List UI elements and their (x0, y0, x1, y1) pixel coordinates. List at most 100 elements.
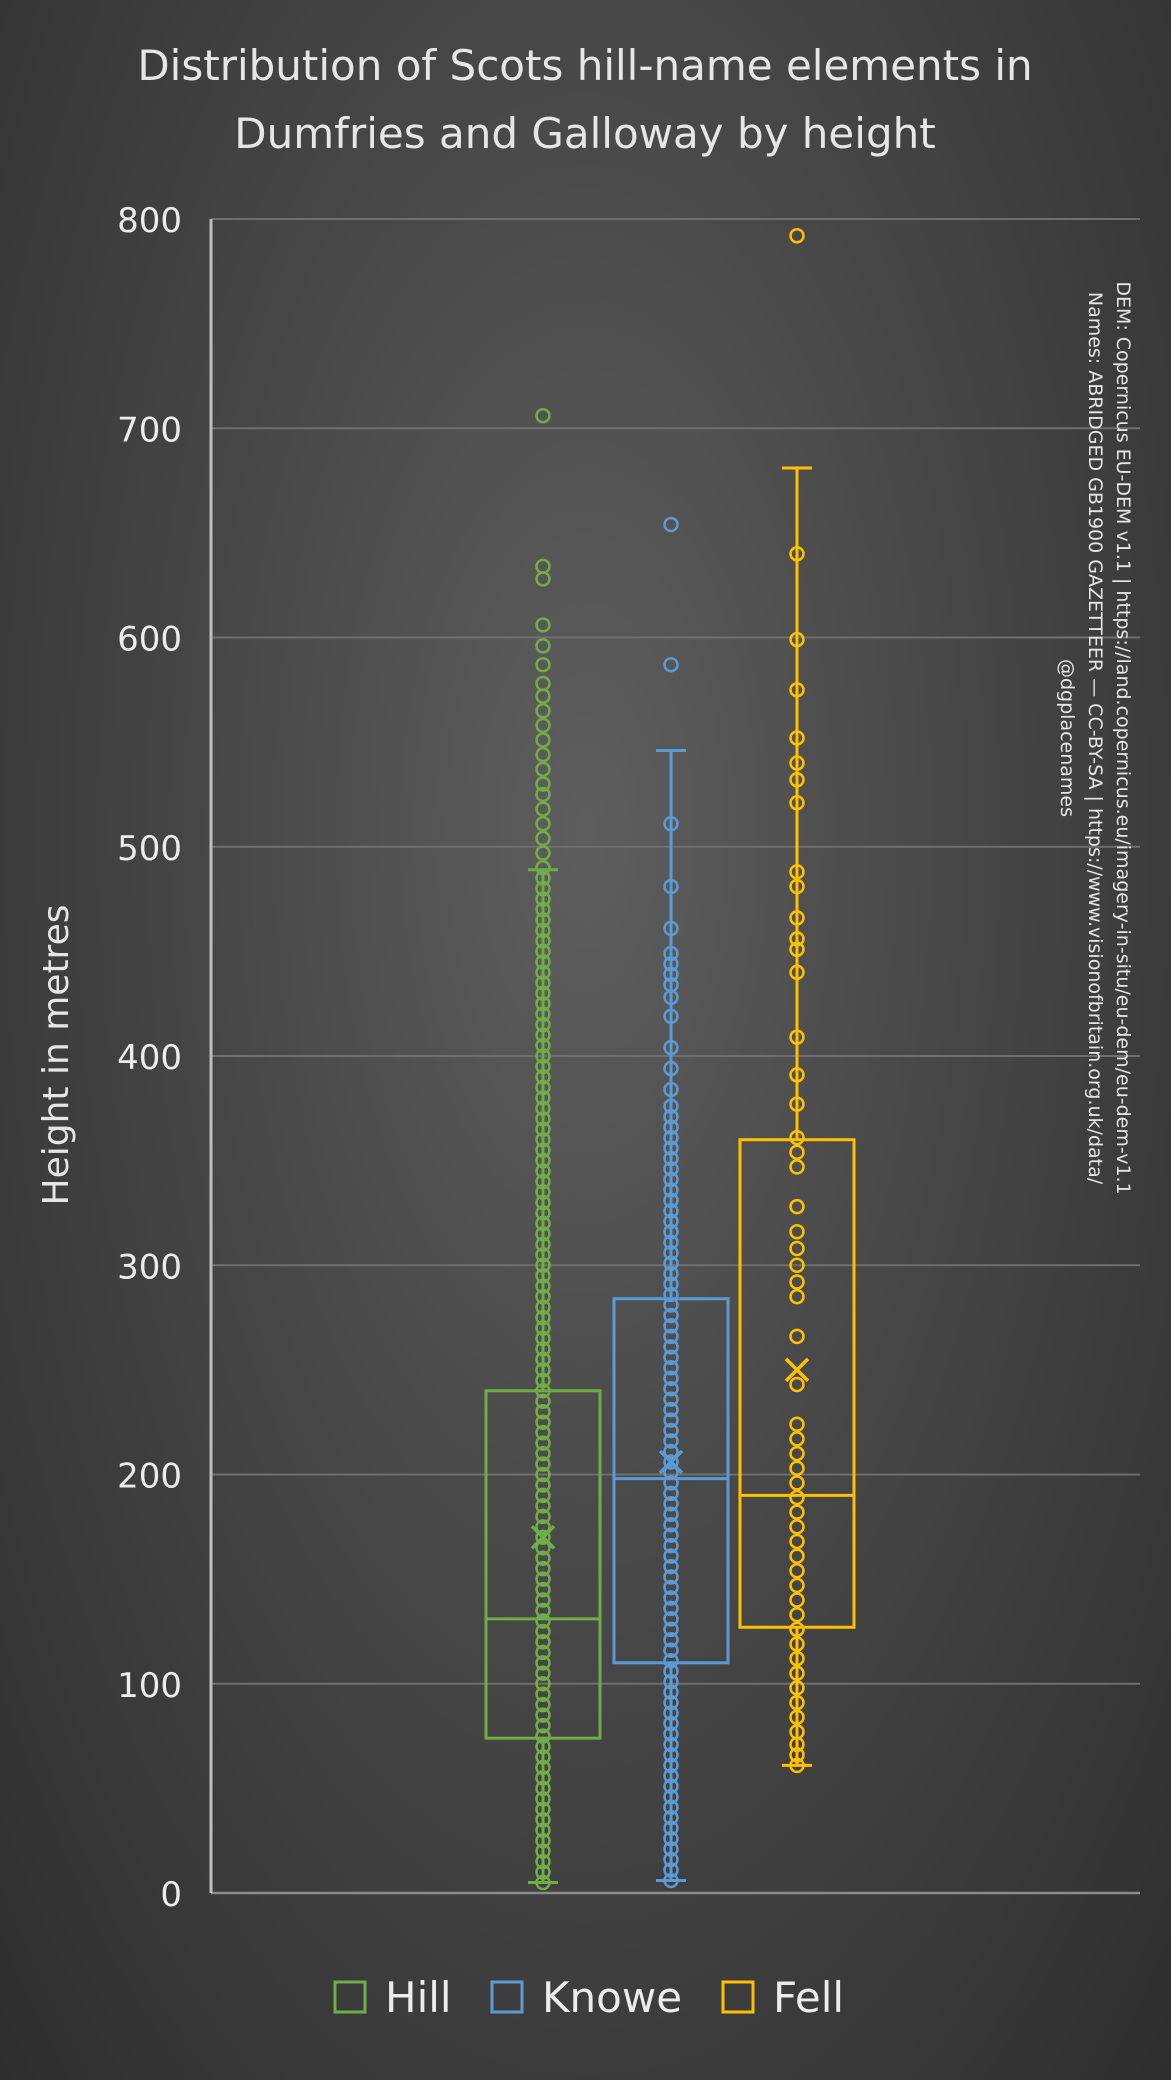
data-point (535, 1581, 551, 1598)
data-point (663, 1008, 679, 1024)
data-point (663, 1081, 679, 1098)
data-point (789, 1431, 805, 1447)
data-point (663, 1412, 679, 1428)
data-point (663, 1391, 679, 1407)
data-point (789, 546, 805, 562)
data-point (663, 1443, 679, 1460)
data-point (663, 1360, 679, 1376)
data-point (789, 1274, 805, 1290)
data-point (663, 1516, 679, 1533)
data-point (535, 1717, 551, 1734)
data-point (663, 1307, 679, 1324)
data-point (535, 1466, 551, 1483)
data-point (535, 964, 551, 981)
data-point (535, 1812, 551, 1828)
data-point (535, 761, 551, 778)
data-point (535, 1634, 551, 1650)
data-point (789, 1376, 805, 1393)
data-point (663, 1475, 679, 1491)
data-point (789, 1665, 805, 1682)
data-point (663, 1255, 679, 1271)
mean-marker (530, 1525, 556, 1550)
data-point (535, 717, 551, 734)
data-point (663, 1872, 679, 1889)
data-point (789, 1694, 805, 1711)
data-point (535, 1487, 551, 1504)
data-point (535, 1832, 551, 1849)
data-point (789, 1747, 805, 1763)
data-point (535, 638, 551, 654)
data-point (789, 1489, 805, 1506)
data-point (663, 1600, 679, 1617)
data-point (535, 1173, 551, 1190)
data-point (789, 1709, 805, 1725)
data-point (663, 1485, 679, 1502)
y-tick-label: 800 (117, 201, 182, 241)
box-iqr (484, 1389, 602, 1740)
data-point (663, 1422, 679, 1439)
data-point (789, 1129, 805, 1146)
data-point (789, 1504, 805, 1520)
data-point (535, 1655, 551, 1671)
data-point (789, 864, 805, 880)
data-point (789, 1224, 805, 1240)
data-point (663, 1684, 679, 1700)
data-point (663, 1820, 679, 1836)
data-point (789, 1416, 805, 1433)
data-point (663, 1192, 679, 1209)
data-point (789, 772, 805, 788)
data-point (535, 1644, 551, 1661)
data-point (535, 1393, 551, 1410)
data-point (789, 755, 805, 771)
data-point (663, 1705, 679, 1721)
data-point (535, 1770, 551, 1786)
data-point (789, 941, 805, 958)
data-point (663, 1433, 679, 1449)
data-point (663, 1642, 679, 1659)
box-iqr (738, 1138, 856, 1629)
data-point (663, 945, 679, 962)
data-point (535, 1267, 551, 1284)
data-point (663, 1454, 679, 1470)
data-point (535, 1424, 551, 1441)
data-point (535, 1121, 551, 1137)
data-point (789, 1029, 805, 1045)
data-point (535, 675, 551, 692)
data-point (535, 815, 551, 832)
data-point (663, 1098, 679, 1114)
data-point (789, 1621, 805, 1638)
data-point (535, 1759, 551, 1776)
data-point (535, 688, 551, 704)
data-point (535, 1152, 551, 1169)
data-point (535, 1435, 551, 1451)
data-point (535, 1843, 551, 1859)
data-point (535, 1477, 551, 1493)
legend-item-fell: Fell (721, 1973, 844, 2022)
data-point (789, 1757, 805, 1774)
data-point (535, 617, 551, 633)
data-point (789, 1460, 805, 1476)
data-point (535, 1539, 551, 1556)
data-point (663, 1715, 679, 1732)
chart-title-line-1: Distribution of Scots hill-name elements… (137, 41, 1032, 90)
data-point (535, 1330, 551, 1347)
data-point (789, 1288, 805, 1305)
data-point (789, 1096, 805, 1112)
data-point (535, 933, 551, 949)
source-line-handle: @dgplacenames (1056, 659, 1078, 817)
data-point (789, 1636, 805, 1652)
data-point (535, 1194, 551, 1211)
data-point (663, 656, 679, 673)
data-point (789, 1592, 805, 1608)
data-point (789, 1606, 805, 1623)
data-point (663, 1318, 679, 1334)
data-point (663, 1276, 679, 1292)
data-point (663, 1161, 679, 1177)
data-point (663, 1297, 679, 1313)
data-point (663, 1558, 679, 1575)
data-point (535, 1592, 551, 1608)
data-point (535, 954, 551, 970)
data-point (663, 1265, 679, 1282)
data-point (535, 1602, 551, 1619)
data-point (789, 1724, 805, 1740)
